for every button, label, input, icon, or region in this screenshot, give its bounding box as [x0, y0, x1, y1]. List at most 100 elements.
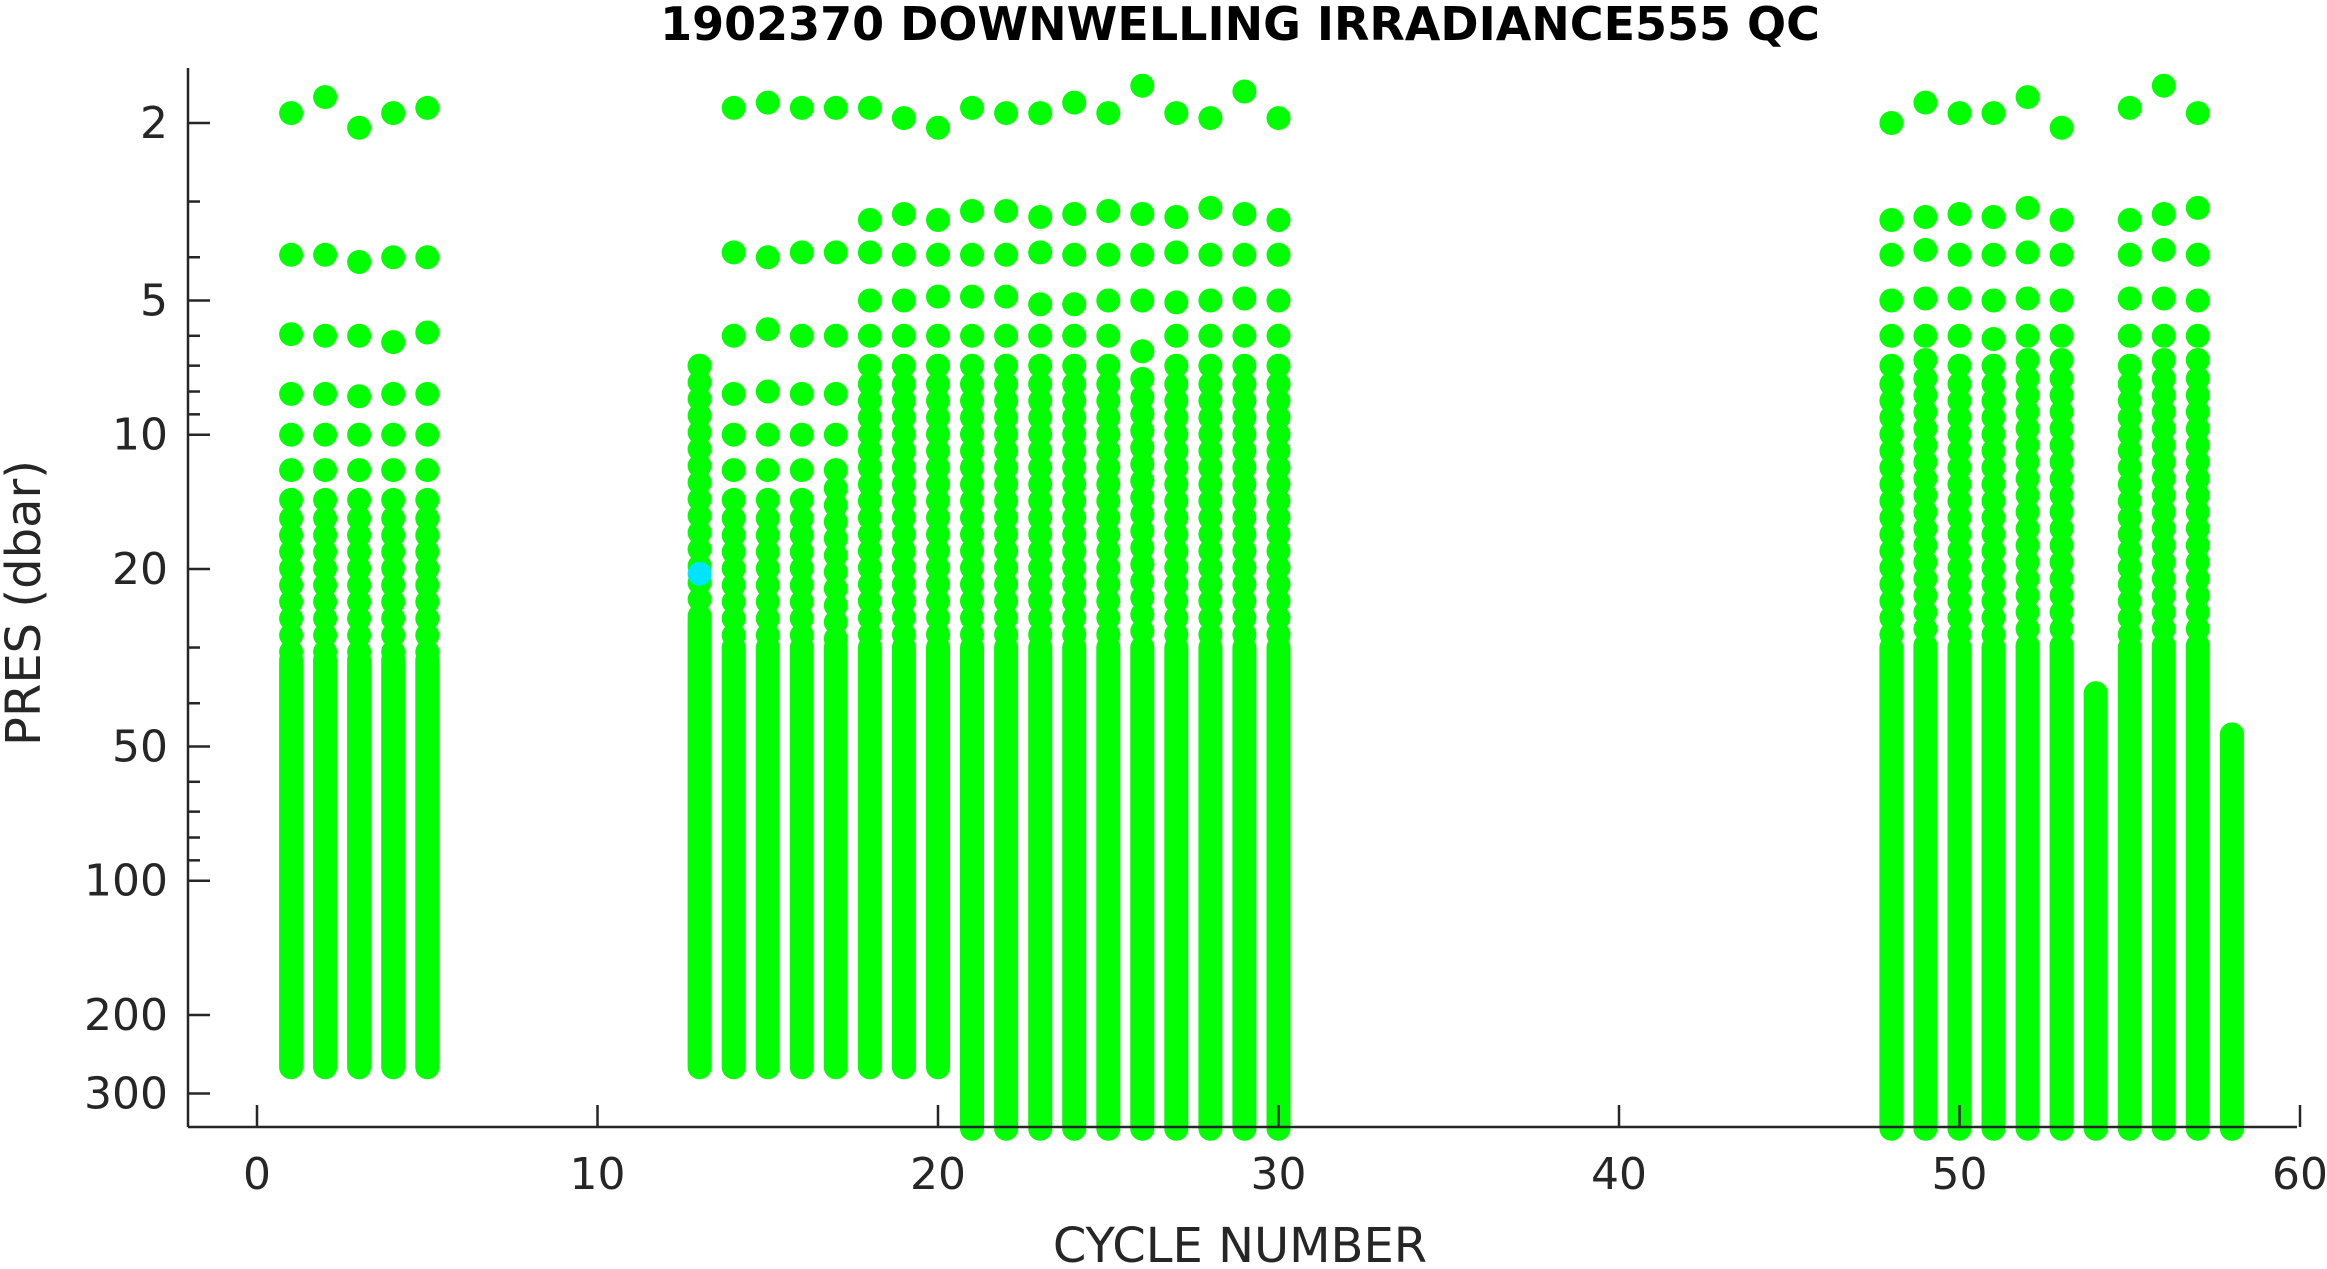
data-point	[1266, 605, 1291, 630]
data-point	[755, 90, 780, 115]
data-point	[1947, 505, 1972, 530]
data-point	[2185, 195, 2210, 220]
data-point	[313, 589, 338, 614]
axes: 0 10 20 30 40 50 60 2 5 10 20 50 100 200 300	[84, 68, 2327, 1200]
data-point	[415, 487, 440, 512]
data-point	[2151, 237, 2176, 262]
data-point	[789, 589, 814, 614]
data-point	[960, 472, 984, 497]
profile-bar	[960, 635, 984, 1141]
data-point	[2049, 533, 2074, 558]
data-point	[1232, 589, 1257, 614]
data-point	[789, 606, 814, 631]
y-tick-label: 2	[140, 98, 168, 149]
data-point	[1947, 605, 1972, 630]
data-point	[415, 539, 440, 564]
data-point	[1096, 489, 1121, 513]
data-point	[1947, 422, 1972, 447]
data-point	[1879, 555, 1904, 580]
data-point	[2015, 240, 2040, 265]
data-point	[1130, 485, 1155, 510]
data-point	[1062, 422, 1087, 447]
data-point	[1164, 472, 1189, 497]
data-point	[1164, 605, 1189, 630]
data-point	[1232, 555, 1257, 580]
data-point	[1981, 522, 2006, 547]
data-point	[1062, 405, 1087, 430]
data-point	[1913, 600, 1938, 625]
data-point	[2151, 73, 2176, 98]
data-point	[279, 556, 304, 581]
data-point	[2117, 438, 2142, 463]
data-point	[1266, 208, 1291, 232]
data-point	[415, 245, 440, 270]
data-point	[1947, 353, 1972, 378]
data-point	[960, 95, 984, 120]
data-point	[1913, 348, 1938, 372]
data-point	[415, 573, 440, 598]
data-point	[2015, 583, 2040, 608]
data-point	[857, 438, 882, 463]
data-point	[960, 455, 984, 480]
data-point	[1198, 589, 1223, 614]
data-point	[1879, 438, 1904, 463]
profile-bar	[2015, 635, 2040, 1141]
data-point	[1164, 388, 1189, 413]
data-point	[1164, 290, 1189, 315]
data-point	[755, 539, 780, 564]
data-point	[926, 405, 950, 430]
data-point	[926, 115, 950, 140]
data-point	[1913, 550, 1938, 575]
data-point	[415, 606, 440, 631]
data-point	[347, 556, 372, 581]
data-point	[1913, 466, 1938, 491]
data-point	[960, 589, 984, 614]
data-point	[381, 422, 406, 447]
data-point	[687, 437, 712, 462]
data-point	[755, 606, 780, 631]
data-point	[313, 242, 338, 267]
data-point	[926, 422, 950, 447]
data-point	[2049, 450, 2074, 474]
data-point	[960, 242, 984, 267]
data-point	[1879, 372, 1904, 397]
data-point	[823, 593, 848, 618]
data-point	[926, 589, 950, 614]
data-point	[1879, 472, 1904, 497]
data-point	[2117, 323, 2142, 348]
y-tick-label: 10	[112, 410, 168, 461]
data-point	[755, 573, 780, 598]
data-point	[1062, 455, 1087, 480]
data-point	[823, 323, 848, 348]
data-point	[1096, 242, 1121, 267]
profile-bar	[1028, 635, 1053, 1141]
data-point	[1062, 555, 1087, 580]
data-point	[2151, 516, 2176, 541]
data-point	[1947, 286, 1972, 311]
data-point	[2015, 533, 2040, 558]
data-point	[1913, 566, 1938, 591]
profile-bar	[857, 635, 882, 1080]
data-point	[1913, 433, 1938, 458]
data-point	[415, 458, 440, 483]
data-point	[1913, 90, 1938, 115]
data-point	[1198, 422, 1223, 447]
data-point	[960, 323, 984, 348]
data-point	[347, 573, 372, 598]
data-point	[960, 522, 984, 547]
data-point	[415, 556, 440, 581]
data-point	[279, 523, 304, 548]
data-point	[823, 458, 848, 483]
data-point	[1947, 405, 1972, 430]
data-point	[1981, 489, 2006, 513]
data-point	[1062, 505, 1087, 530]
data-point	[1266, 489, 1291, 513]
data-point	[1028, 455, 1053, 480]
data-point	[960, 555, 984, 580]
data-point	[1164, 589, 1189, 614]
data-point	[2015, 286, 2040, 311]
data-point	[1232, 438, 1257, 463]
data-point	[1981, 605, 2006, 630]
data-point	[1028, 505, 1053, 530]
data-point	[1096, 539, 1121, 563]
